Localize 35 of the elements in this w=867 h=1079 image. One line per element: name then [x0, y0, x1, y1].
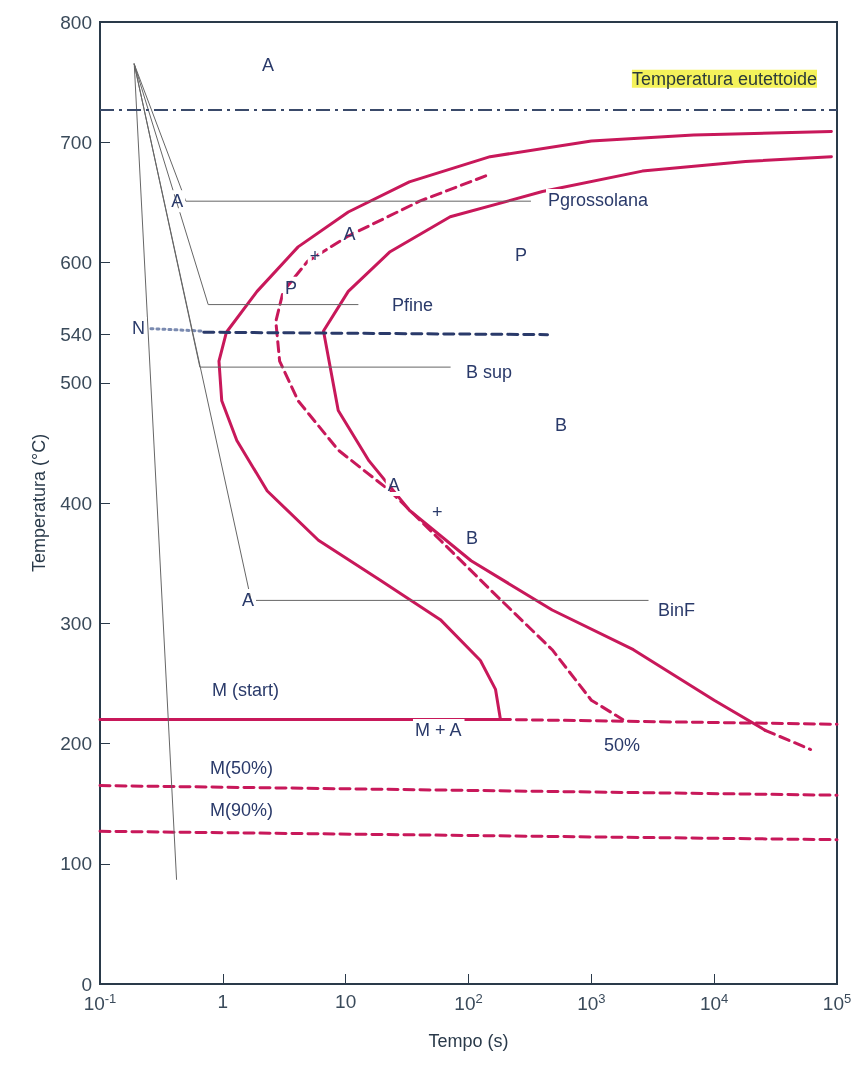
y-tick-label: 0: [81, 973, 92, 995]
annotation: P: [515, 245, 528, 265]
y-tick-label: 800: [60, 11, 92, 33]
annotation: A: [387, 474, 400, 495]
y-axis-title: Temperatura (°C): [29, 433, 49, 573]
annotation: +: [432, 502, 443, 522]
annotation: Pgrossolana: [548, 190, 650, 210]
y-tick-label: 540: [60, 324, 92, 346]
annotation: M(90%): [210, 800, 274, 820]
annotation: B: [466, 528, 479, 548]
y-tick-label: 700: [60, 131, 92, 153]
y-tick-label: 100: [60, 853, 92, 875]
annotation: 50%: [604, 735, 641, 755]
ref-line-label: Temperatura eutettoide: [631, 68, 817, 89]
annotation: B: [555, 415, 568, 435]
y-tick-label: 300: [60, 612, 92, 634]
annotation: +: [309, 246, 321, 267]
x-tick-label: 1: [217, 991, 229, 1012]
annotation: M(50%): [210, 758, 274, 778]
x-axis-title: Tempo (s): [428, 1031, 509, 1051]
annotation: A: [242, 590, 255, 610]
annotation: P: [284, 277, 297, 298]
annotation: Pfine: [392, 295, 434, 315]
annotation: M + A: [415, 720, 462, 740]
annotation: A: [262, 55, 275, 75]
annotation: B sup: [466, 362, 513, 382]
x-tick-label: 10: [335, 991, 357, 1012]
annotation: BinF: [658, 600, 696, 620]
y-tick-label: 200: [60, 733, 92, 754]
annotation: M (start): [212, 680, 279, 700]
y-tick-label: 600: [60, 252, 92, 273]
annotation: N: [132, 318, 145, 338]
annotation: A: [171, 191, 184, 212]
y-tick-label: 400: [60, 492, 92, 514]
y-tick-label: 500: [60, 372, 92, 394]
